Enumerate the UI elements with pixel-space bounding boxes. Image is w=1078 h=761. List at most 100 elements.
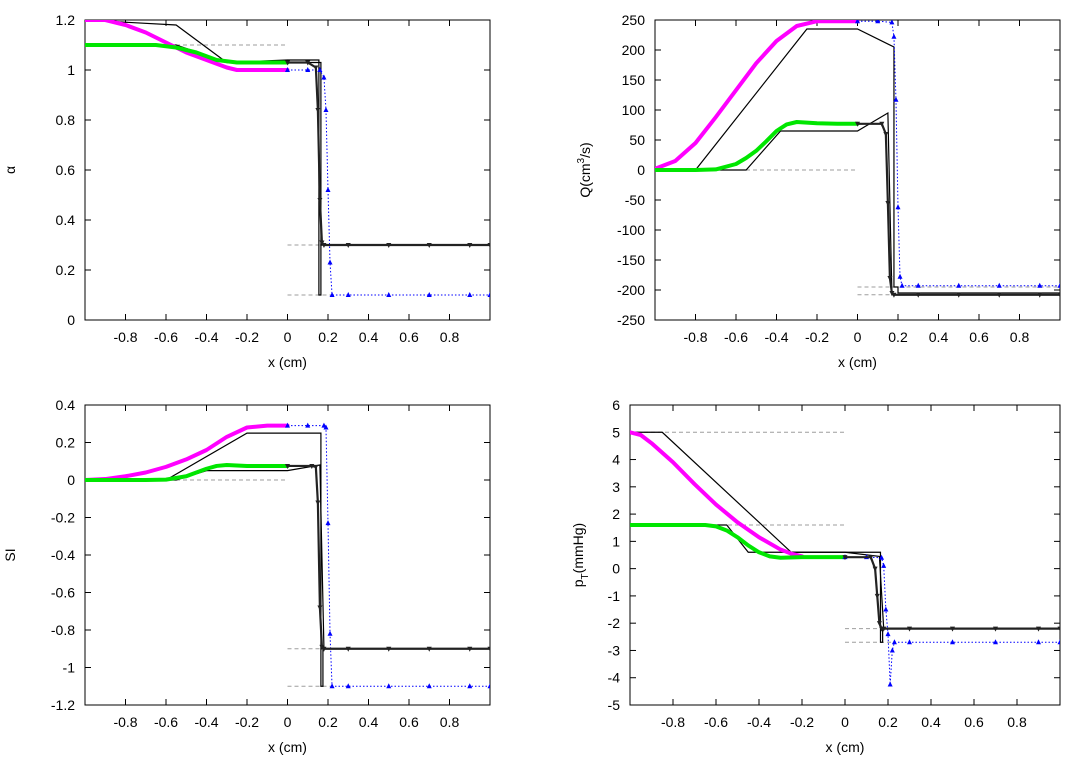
series-exact-solution-a: [630, 431, 1060, 643]
marker-triangle-down: [467, 243, 473, 248]
x-tick-label: 0.2: [318, 714, 338, 730]
series-exact-solution-a: [85, 432, 490, 687]
marker-triangle-up: [345, 683, 351, 689]
marker-triangle-up: [345, 292, 351, 297]
x-tick-label: 0.6: [399, 329, 419, 345]
x-tick-label: -0.8: [683, 329, 707, 345]
y-tick-label: -1: [63, 660, 76, 676]
y-tick-label: 0: [67, 472, 75, 488]
x-tick-label: -0.4: [747, 714, 771, 730]
x-tick-label: 0: [284, 329, 292, 345]
series-scheme-middle-tail: [857, 122, 1060, 296]
x-tick-label: 0: [841, 714, 849, 730]
marker-triangle-up: [887, 681, 893, 687]
marker-triangle-up: [327, 630, 333, 636]
series-scheme-middle-tail: [287, 464, 490, 650]
marker-triangle-down: [386, 243, 392, 248]
y-tick-label: 200: [622, 42, 646, 58]
series-scheme-top: [85, 20, 290, 72]
marker-triangle-down: [915, 292, 921, 298]
x-tick-label: 0.8: [1007, 714, 1027, 730]
y-tick-label: 0: [637, 162, 645, 178]
y-tick-label: 6: [612, 397, 620, 413]
marker-triangle-down: [855, 121, 860, 127]
marker-triangle-up: [323, 424, 329, 430]
x-tick-label: 0.6: [969, 329, 989, 345]
marker-triangle-up: [305, 67, 311, 72]
y-axis-label: Q(cm3/s): [576, 142, 593, 197]
marker-triangle-up: [993, 639, 998, 645]
x-tick-label: -0.6: [724, 329, 748, 345]
marker-triangle-up: [1037, 282, 1043, 288]
y-tick-label: 50: [629, 132, 645, 148]
plot-frame: [84, 404, 491, 706]
y-tick-label: 150: [622, 72, 646, 88]
x-tick-label: -0.8: [113, 329, 137, 345]
marker-triangle-up: [893, 96, 899, 102]
y-tick-label: -1: [608, 588, 621, 604]
plot-area: [655, 20, 1060, 298]
panel-flow: -0.8 -0.6 -0.4 -0.2 0 0.2 0.4 0.6 0.8 -250 -200 -15…: [576, 12, 1061, 370]
x-tick-label: 0.8: [1010, 329, 1030, 345]
marker-triangle-up: [891, 639, 897, 645]
y-tick-label: 1.2: [56, 12, 76, 28]
x-axis-label: x (cm): [268, 739, 307, 755]
series-scheme-bottom: [655, 120, 860, 172]
y-tick-label: 0.8: [56, 112, 76, 128]
y-axis-label: α: [2, 166, 18, 174]
marker-triangle-down: [315, 108, 321, 113]
marker-triangle-down: [487, 243, 490, 248]
x-tick-label: 0.4: [929, 329, 949, 345]
x-tick-label: 0.4: [359, 329, 379, 345]
marker-triangle-down: [872, 566, 878, 572]
x-axis-label: x (cm): [268, 354, 307, 370]
marker-triangle-up: [426, 683, 432, 689]
series-scheme-top: [630, 430, 804, 559]
marker-triangle-up: [895, 204, 901, 210]
x-tick-label: -0.8: [113, 714, 137, 730]
x-tick-label: -0.2: [235, 714, 259, 730]
marker-triangle-down: [386, 646, 392, 652]
y-tick-label: 0.4: [56, 397, 76, 413]
x-tick-label: -0.2: [235, 329, 259, 345]
marker-triangle-up: [883, 606, 889, 612]
marker-triangle-up: [386, 683, 392, 689]
series-exact-solution-a: [655, 28, 1060, 294]
marker-triangle-up: [956, 282, 962, 288]
marker-triangle-down: [313, 464, 319, 470]
marker-triangle-up: [285, 422, 290, 428]
marker-triangle-down: [883, 132, 889, 137]
panel-pressure: -0.8 -0.6 -0.4 -0.2 0 0.2 0.4 0.6 0.8 -5 -4 -3 -2 -1 0…: [570, 397, 1061, 755]
y-tick-label: -0.8: [51, 622, 75, 638]
series-exact-solution-a: [85, 20, 490, 296]
marker-triangle-down: [868, 555, 874, 561]
marker-triangle-up: [1036, 639, 1041, 645]
y-tick-label: -100: [617, 222, 645, 238]
x-tick-label: -0.2: [790, 714, 814, 730]
x-axis-label: x (cm): [826, 739, 865, 755]
marker-triangle-up: [329, 292, 335, 297]
marker-triangle-down: [1036, 626, 1041, 632]
series-scheme-middle-tail: [287, 61, 490, 247]
x-tick-label: 0.4: [359, 714, 379, 730]
marker-triangle-up: [1057, 639, 1060, 645]
y-tick-label: -3: [608, 642, 621, 658]
marker-triangle-up: [487, 683, 490, 689]
marker-triangle-up: [879, 554, 885, 560]
y-tick-label: 3: [612, 479, 620, 495]
marker-triangle-up: [889, 647, 895, 653]
y-tick-label: 1: [67, 62, 75, 78]
x-tick-label: -0.4: [764, 329, 788, 345]
marker-triangle-up: [915, 282, 921, 288]
series-exact-solution-b: [85, 464, 349, 650]
marker-triangle-up: [386, 292, 392, 297]
series-scheme-top: [85, 423, 290, 482]
x-tick-label: -0.4: [194, 329, 218, 345]
marker-triangle-down: [885, 201, 891, 206]
marker-triangle-down: [891, 292, 897, 298]
y-tick-label: 5: [612, 424, 620, 440]
marker-triangle-up: [889, 20, 895, 25]
marker-triangle-down: [956, 292, 962, 298]
marker-triangle-up: [467, 292, 473, 297]
marker-triangle-down: [315, 500, 321, 506]
